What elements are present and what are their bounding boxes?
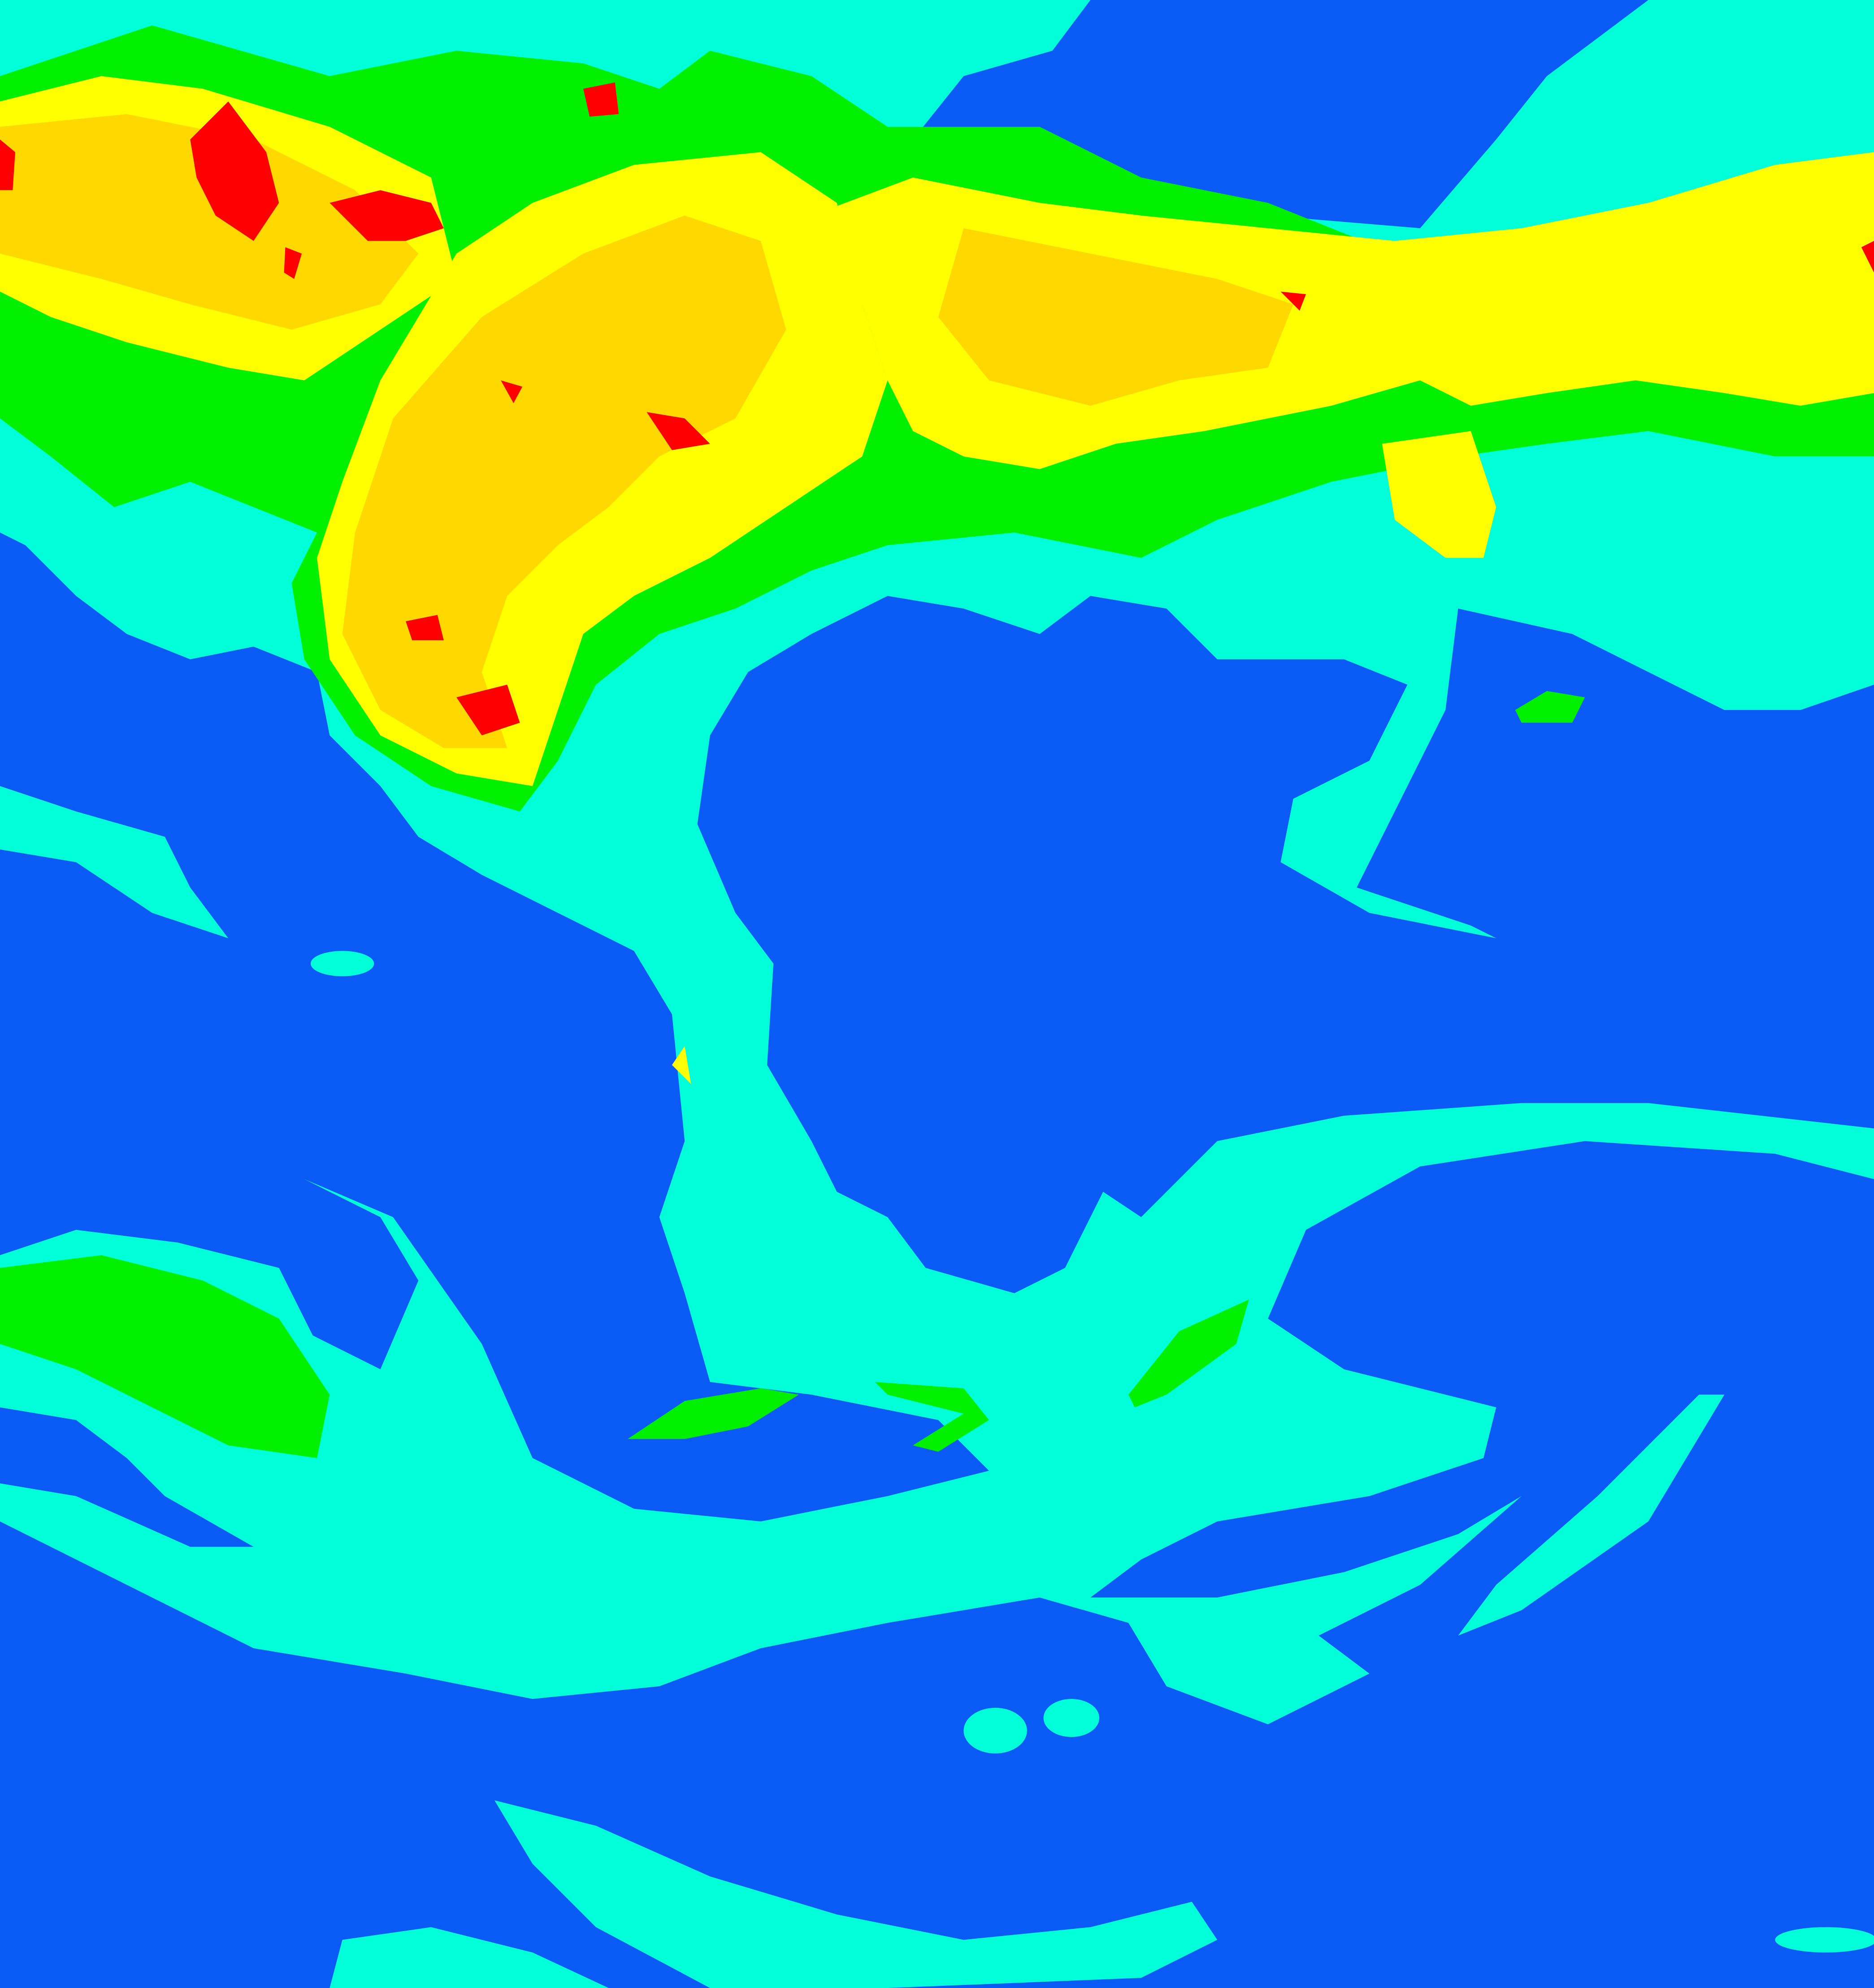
red-patch-3: [0, 139, 15, 191]
cyan-island-2: [1043, 1699, 1100, 1737]
red-patch-4: [406, 615, 444, 641]
cyan-south-streak: [494, 1800, 1218, 1988]
red-patch-5: [456, 684, 520, 736]
red-patch-11: [284, 247, 302, 279]
cyan-south-left: [330, 1927, 609, 1988]
green-southeast: [1128, 1299, 1249, 1408]
orange-regions: [0, 114, 1293, 748]
cyan-island-1: [963, 1707, 1027, 1754]
green-southwest: [0, 1255, 330, 1458]
yellow-east-lobe: [1382, 431, 1497, 558]
red-regions: [0, 82, 1874, 736]
red-patch-6: [583, 82, 619, 117]
green-south-streak: [627, 1388, 799, 1439]
cyan-island-3: [1775, 1927, 1874, 1953]
red-patch-7: [646, 412, 710, 450]
orange-east: [938, 228, 1293, 406]
yellow-south-fleck: [672, 1046, 691, 1084]
green-south-arc: [875, 1382, 989, 1452]
red-patch-9: [1861, 241, 1874, 273]
orange-west: [0, 114, 419, 330]
green-east-blob: [1515, 691, 1585, 723]
red-patch-1: [190, 101, 279, 241]
orange-center: [342, 215, 786, 748]
red-patch-2: [330, 190, 444, 241]
cyan-west-streak: [0, 786, 229, 939]
red-patch-10: [501, 380, 523, 403]
red-patch-8: [1280, 291, 1306, 311]
cyan-island-4: [310, 951, 374, 976]
cyan-southeast-streak: [1458, 1395, 1725, 1636]
